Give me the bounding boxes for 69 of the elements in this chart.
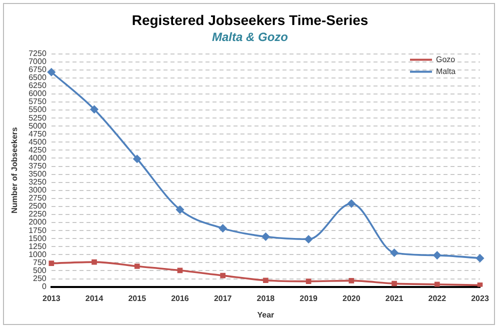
y-tick-label: 3000 (28, 186, 47, 195)
x-tick-label: 2020 (342, 294, 361, 303)
point (92, 259, 97, 265)
point (306, 278, 312, 284)
y-tick-label: 1000 (28, 250, 47, 259)
x-axis-title: Year (257, 310, 274, 320)
legend-label: Gozo (436, 55, 456, 64)
y-tick-label: 4250 (28, 145, 47, 154)
x-tick-label: 2019 (300, 294, 318, 303)
x-tick-label: 2022 (428, 294, 447, 303)
y-tick-label: 750 (33, 258, 47, 267)
y-tick-label: 5250 (28, 113, 47, 122)
x-tick-label: 2014 (85, 294, 104, 303)
point (47, 68, 56, 76)
y-tick-label: 6750 (28, 65, 47, 74)
y-tick-label: 5500 (28, 105, 47, 114)
y-tick-label: 1500 (28, 234, 47, 243)
y-tick-label: 2750 (28, 194, 47, 203)
point (433, 251, 442, 260)
x-tick-label: 2016 (171, 294, 190, 303)
point (262, 232, 270, 241)
point (218, 224, 227, 232)
chart-subtitle: Malta & Gozo (210, 30, 289, 44)
y-axis-title: Number of Jobseekers (10, 126, 20, 214)
y-tick-label: 5000 (28, 121, 47, 130)
point (390, 248, 398, 257)
x-tick-label: 2021 (385, 294, 404, 303)
point (392, 280, 397, 286)
x-tick-label: 2017 (214, 294, 232, 303)
y-tick-label: 7250 (28, 49, 47, 58)
y-tick-label: 2250 (28, 210, 47, 219)
y-tick-label: 1250 (28, 242, 47, 251)
point (263, 278, 268, 284)
chart-title: Registered Jobseekers Time-Series (130, 12, 370, 28)
y-tick-label: 4750 (28, 129, 47, 138)
point (476, 254, 484, 262)
point (177, 268, 183, 274)
point (176, 206, 184, 214)
x-tick-label: 2023 (471, 294, 490, 303)
point (134, 264, 140, 269)
y-tick-label: 4500 (28, 137, 47, 146)
point (477, 282, 483, 287)
y-tick-label: 1750 (28, 226, 47, 235)
y-tick-label: 3500 (28, 170, 47, 179)
point (48, 260, 54, 266)
x-tick-label: 2015 (128, 294, 147, 303)
y-tick-label: 7000 (28, 57, 47, 66)
y-tick-label: 2500 (28, 202, 47, 211)
y-tick-label: 5750 (28, 97, 47, 106)
y-tick-label: 4000 (28, 153, 47, 162)
point (348, 278, 354, 284)
y-tick-label: 0 (42, 282, 47, 292)
y-tick-label: 6500 (28, 73, 47, 82)
point (90, 106, 98, 114)
point (348, 200, 356, 208)
y-tick-label: 6000 (28, 89, 47, 98)
point (133, 154, 142, 163)
y-tick-label: 250 (33, 274, 47, 283)
point (434, 282, 440, 287)
x-tick-label: 2013 (42, 294, 61, 303)
y-tick-label: 3250 (28, 178, 47, 187)
x-tick-label: 2018 (256, 294, 276, 303)
legend-label: Malta (436, 67, 456, 76)
point (304, 235, 312, 244)
y-tick-label: 2000 (28, 218, 47, 227)
y-tick-label: 6250 (28, 81, 47, 90)
point (220, 272, 226, 278)
y-tick-label: 3750 (28, 161, 47, 170)
y-tick-label: 500 (33, 266, 47, 275)
